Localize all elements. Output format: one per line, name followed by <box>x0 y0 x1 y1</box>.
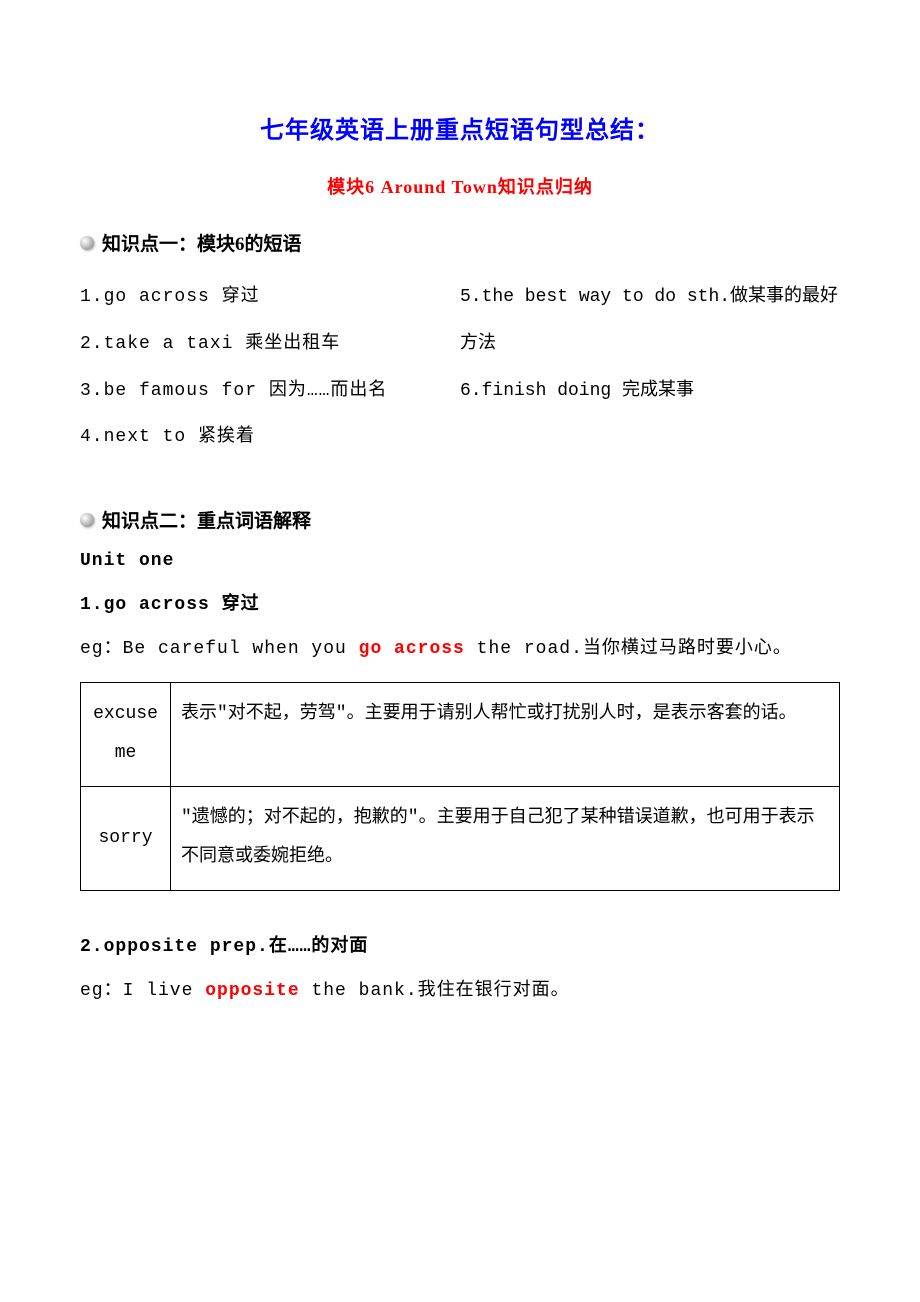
main-title: 七年级英语上册重点短语句型总结： <box>80 110 840 145</box>
definition-table: excuse me 表示"对不起，劳驾"。主要用于请别人帮忙或打扰别人时，是表示… <box>80 682 840 891</box>
table-row: excuse me 表示"对不起，劳驾"。主要用于请别人帮忙或打扰别人时，是表示… <box>81 682 840 786</box>
sub-title: 模块6 Around Town知识点归纳 <box>80 173 840 199</box>
phrase-item: 4.next to 紧挨着 <box>80 414 460 461</box>
section2-header: 知识点二：重点词语解释 <box>80 506 840 533</box>
bullet-icon <box>80 513 94 527</box>
section1-header-text: 知识点一：模块6的短语 <box>102 229 302 256</box>
example-post: the bank.我住在银行对面。 <box>300 981 570 1001</box>
term2-header: 2.opposite prep.在……的对面 <box>80 931 840 957</box>
phrase-item: 5.the best way to do sth.做某事的最好 <box>460 274 840 321</box>
unit-label: Unit one <box>80 551 840 571</box>
table-row: sorry "遗憾的；对不起的，抱歉的"。主要用于自己犯了某种错误道歉，也可用于… <box>81 786 840 890</box>
table-cell-definition: 表示"对不起，劳驾"。主要用于请别人帮忙或打扰别人时，是表示客套的话。 <box>171 682 840 786</box>
term2-example: eg：I live opposite the bank.我住在银行对面。 <box>80 975 840 1007</box>
phrase-item: 2.take a taxi 乘坐出租车 <box>80 321 460 368</box>
section2-container: 知识点二：重点词语解释 Unit one 1.go across 穿过 eg：B… <box>80 506 840 1007</box>
phrase-item: 3.be famous for 因为……而出名 <box>80 368 460 415</box>
table-cell-term: excuse me <box>81 682 171 786</box>
section2-header-text: 知识点二：重点词语解释 <box>102 506 311 533</box>
term1-header: 1.go across 穿过 <box>80 589 840 615</box>
phrases-container: 1.go across 穿过 2.take a taxi 乘坐出租车 3.be … <box>80 274 840 461</box>
term1-example: eg：Be careful when you go across the roa… <box>80 633 840 665</box>
example-highlight: go across <box>359 639 465 659</box>
phrase-item: 6.finish doing 完成某事 <box>460 368 840 415</box>
phrases-right-col: 5.the best way to do sth.做某事的最好 方法 6.fin… <box>460 274 840 461</box>
example-highlight: opposite <box>205 981 299 1001</box>
phrase-item: 1.go across 穿过 <box>80 274 460 321</box>
table-cell-definition: "遗憾的；对不起的，抱歉的"。主要用于自己犯了某种错误道歉，也可用于表示不同意或… <box>171 786 840 890</box>
phrases-left-col: 1.go across 穿过 2.take a taxi 乘坐出租车 3.be … <box>80 274 460 461</box>
table-cell-term: sorry <box>81 786 171 890</box>
example-post: the road.当你横过马路时要小心。 <box>465 639 792 659</box>
example-pre: eg：I live <box>80 981 205 1001</box>
phrase-item: 方法 <box>460 321 840 368</box>
section1-header: 知识点一：模块6的短语 <box>80 229 840 256</box>
bullet-icon <box>80 236 94 250</box>
example-pre: eg：Be careful when you <box>80 639 359 659</box>
